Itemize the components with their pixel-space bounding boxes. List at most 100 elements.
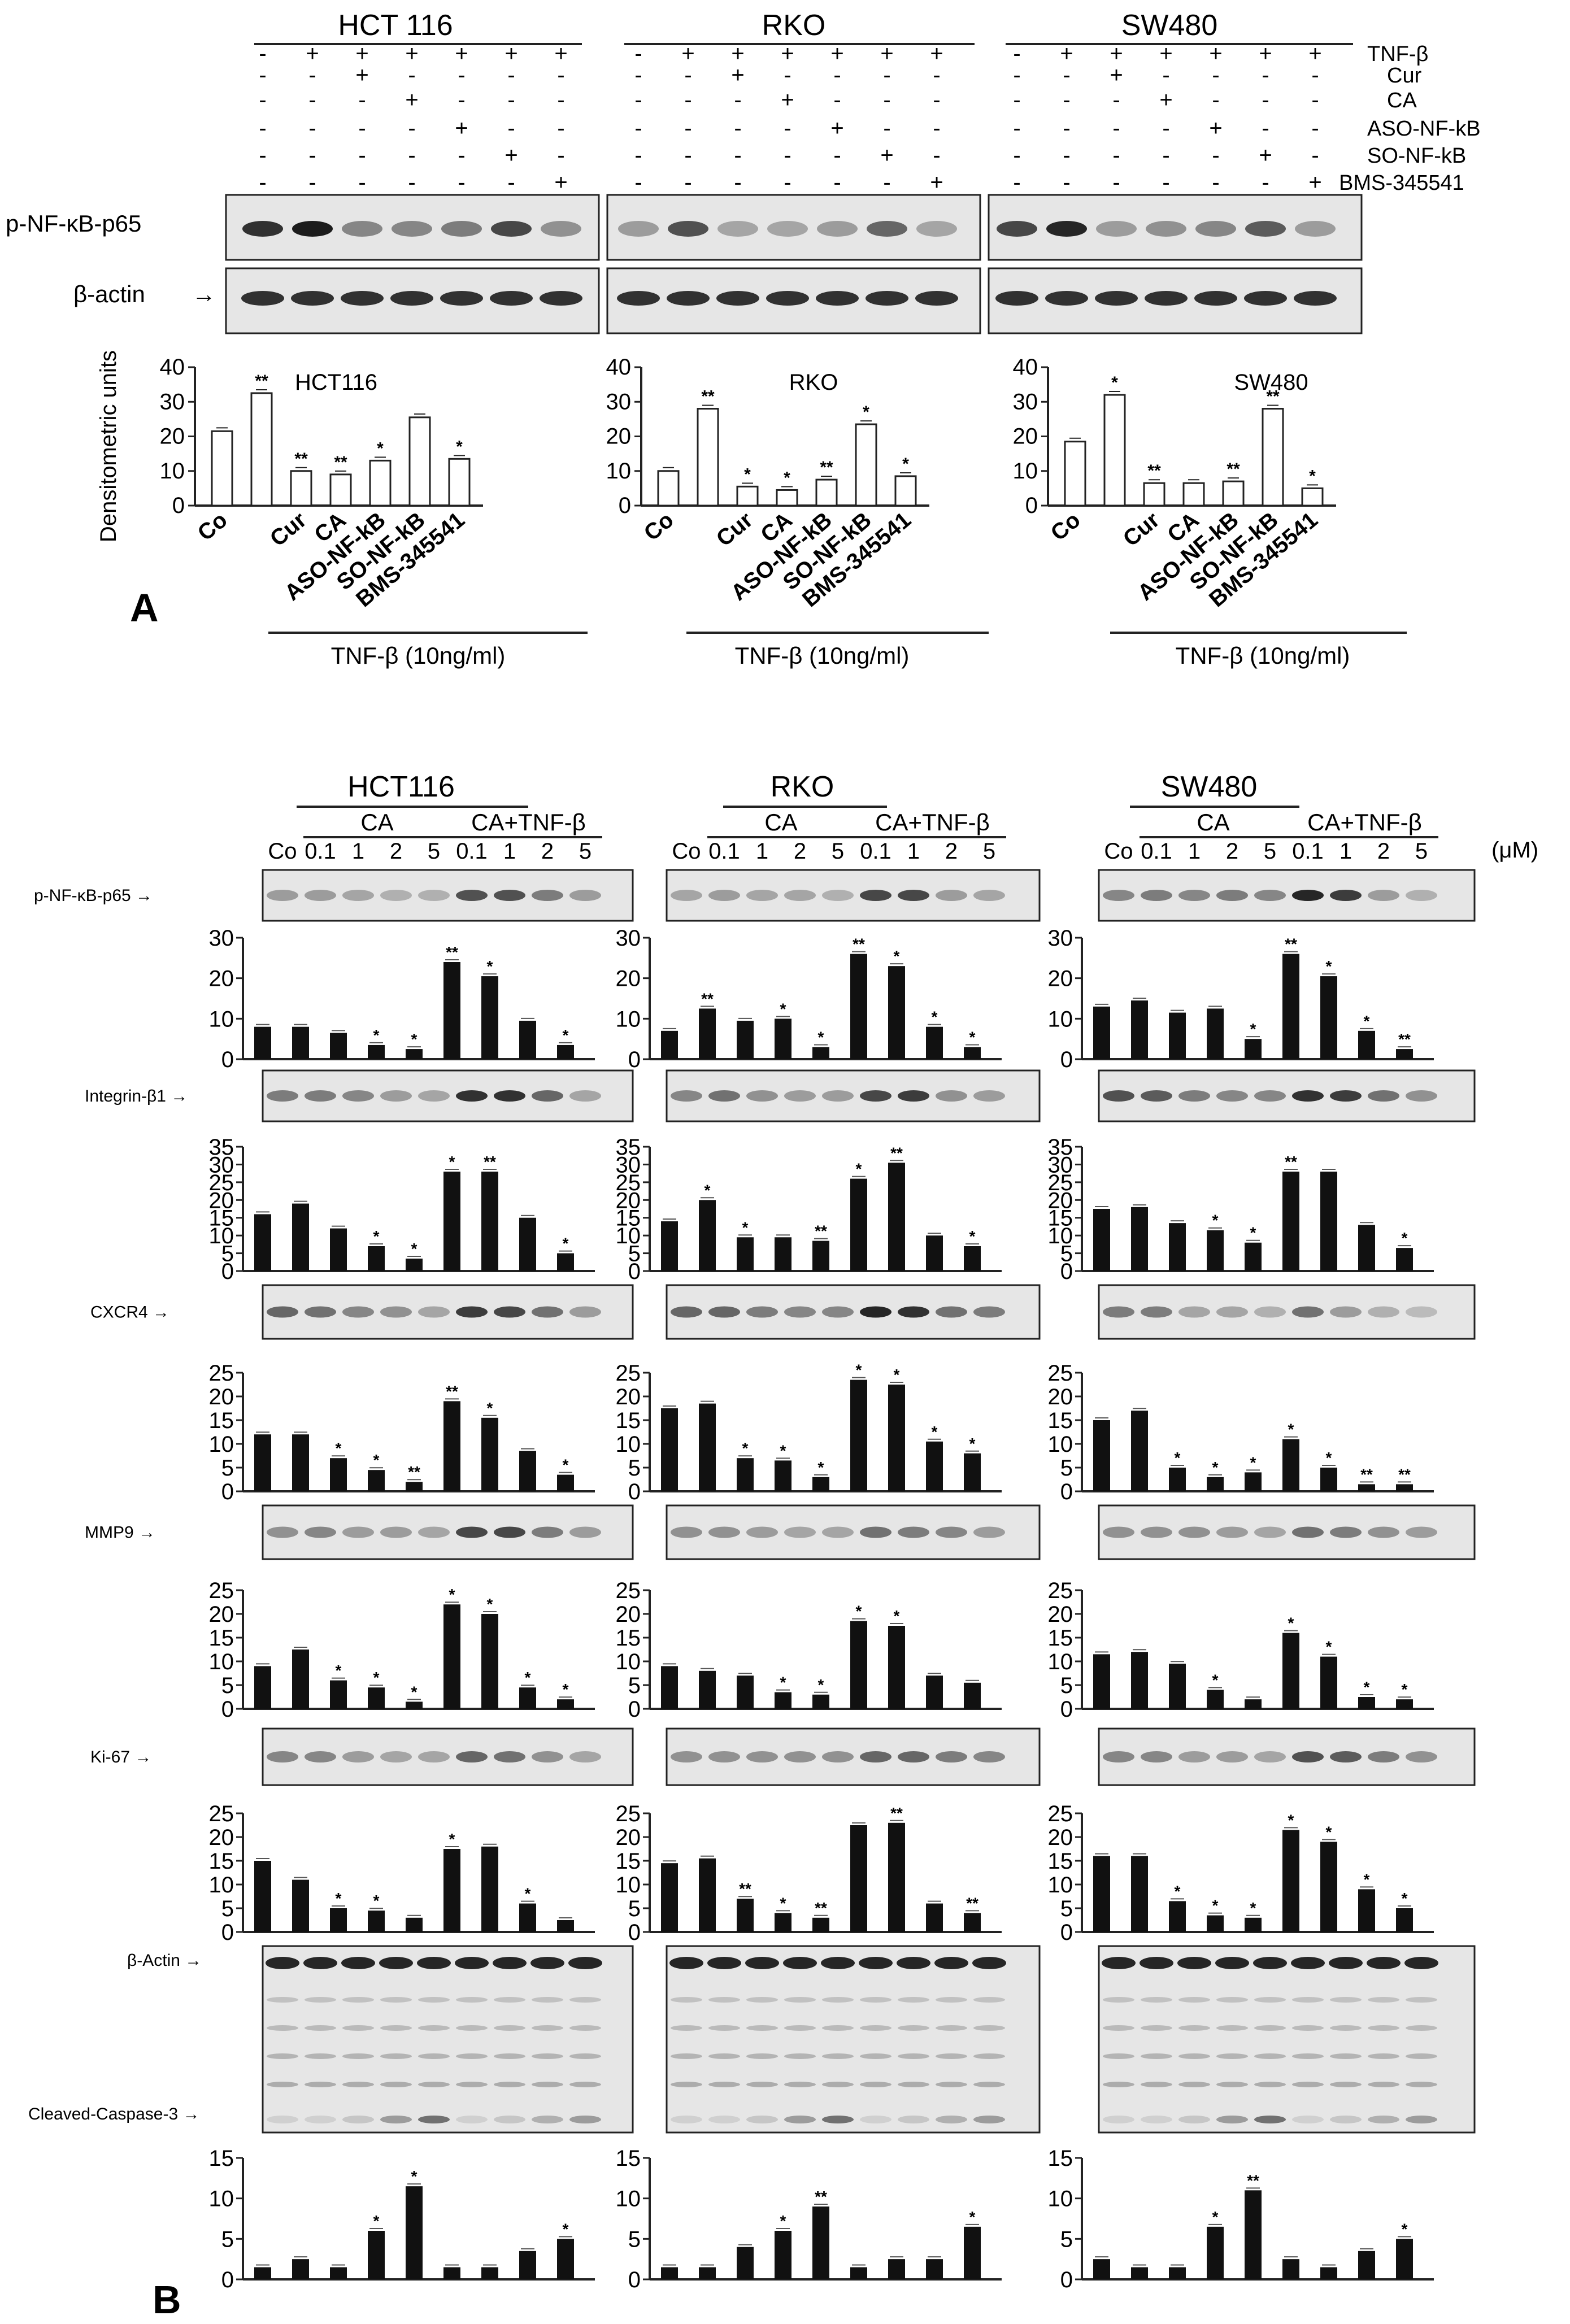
significance-marker: * [1212,1897,1219,1914]
blot-band [1254,1526,1286,1538]
bar [775,1237,791,1271]
blot-label: CXCR4 → [90,1303,169,1322]
panel-a-ylabel: Densitometric units [96,350,121,542]
treatment-sign: + [306,41,319,66]
y-tick-label: 20 [616,967,641,991]
blot-band [897,1957,930,1969]
treatment-sign: - [1063,116,1070,141]
treatment-sign: + [681,41,694,66]
significance-marker: * [742,1439,749,1457]
bar [1245,1699,1262,1709]
y-tick-label: 0 [628,1697,641,1722]
y-tick-label: 0 [221,1479,234,1504]
lane-label: 2 [794,839,806,864]
blot-band [1406,1997,1437,2003]
significance-marker: * [894,1607,900,1625]
blot-label: Ki-67 → [90,1748,151,1766]
bar [850,1825,867,1932]
blot-band [380,2053,412,2059]
significance-marker: * [818,1676,824,1694]
significance-marker: ** [1285,1153,1297,1170]
treatment-label-tnf: TNF-β [1367,42,1428,66]
y-tick-label: 0 [1060,1047,1073,1072]
bar [964,1453,981,1491]
significance-marker: * [1326,1823,1332,1840]
blot-band [1103,1090,1134,1102]
blot-band [995,291,1038,306]
blot-band [456,1090,488,1102]
significance-marker: * [373,1228,380,1245]
significance-marker: * [818,1029,824,1046]
panel-a-cellline-rko: RKO [762,9,826,42]
blot-band [936,2053,967,2059]
blot-band [380,890,412,901]
treatment-sign: - [684,143,692,168]
bar [1245,1472,1262,1491]
blot-band [746,1090,778,1102]
blot-band [1141,1997,1172,2003]
y-tick-label: 10 [160,459,185,484]
bar [1093,1856,1110,1932]
blot-band [1095,291,1138,306]
treatment-sign: + [405,88,418,112]
y-tick-label: 5 [1060,1242,1073,1267]
blot-band [708,2082,740,2087]
bar [1282,1830,1299,1932]
blot-band [305,2116,336,2123]
significance-marker: * [563,1026,569,1044]
blot-band [456,2053,488,2059]
significance-marker: ** [1285,935,1297,953]
blot-band [784,2082,816,2087]
blot-band [418,1526,450,1538]
blot-band [1216,1997,1248,2003]
blot-band [822,1997,854,2003]
significance-marker: * [932,1008,938,1026]
bar [657,470,680,507]
blot-band [1103,1751,1134,1762]
bar [776,489,798,507]
blot-band [1045,291,1088,306]
blot-band [784,1306,816,1318]
significance-marker: ** [1147,462,1161,480]
blot-band [973,2116,1005,2123]
treatment-sign: + [880,41,893,66]
significance-marker: * [856,1603,862,1620]
blot-band [342,1751,374,1762]
significance-marker: * [1364,1678,1370,1696]
y-tick-label: 20 [616,1825,641,1850]
treatment-sign: - [458,143,465,168]
bar [926,2259,943,2279]
y-tick-label: 0 [221,1697,234,1722]
bar [661,2267,678,2279]
blot-band [494,2025,525,2031]
blot-band [1103,2116,1134,2123]
blot-band [1178,2025,1210,2031]
blot-band [708,2116,740,2123]
bar [926,1675,943,1709]
bar [557,2239,574,2279]
blot-band [1406,1751,1437,1762]
blot-band [1216,890,1248,901]
bar [443,1849,460,1932]
lane-label: Co [672,839,701,864]
treatment-sign: + [1308,170,1321,195]
treatment-sign: - [1162,143,1169,168]
lane-label: 0.1 [456,839,488,864]
bar [1396,2239,1413,2279]
bar [926,1235,943,1271]
treatment-sign: + [1110,63,1123,88]
blot-strip [262,869,634,922]
y-tick-label: 5 [628,1673,641,1698]
blot-band [1145,291,1188,306]
blot-band [305,2082,336,2087]
blot-band [1292,2116,1324,2123]
blot-band [1177,1957,1211,1969]
y-tick-label: 20 [1048,1602,1073,1627]
treatment-sign: - [408,116,415,141]
bar [519,2251,536,2279]
blot-band [532,2082,563,2087]
bar [406,2186,423,2279]
blot-band [1178,2053,1210,2059]
blot-band [746,2082,778,2087]
treatment-sign: - [883,88,890,112]
